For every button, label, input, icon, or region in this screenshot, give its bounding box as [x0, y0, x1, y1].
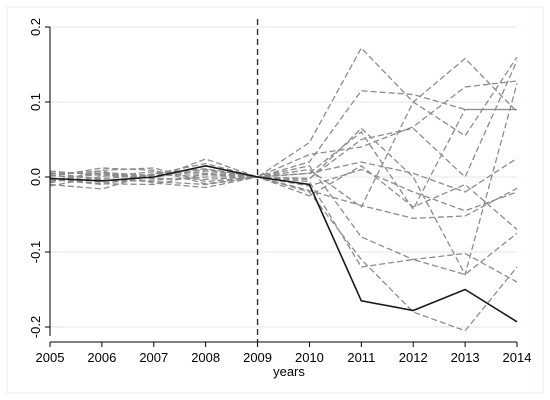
x-tick-label-6: 2011	[347, 350, 375, 365]
grid-lines	[50, 26, 517, 328]
x-tick-label-2: 2007	[139, 350, 168, 365]
placebo-series-line-11	[49, 171, 518, 332]
x-tick-label-0: 2005	[36, 350, 65, 365]
treated-series-line	[49, 164, 518, 323]
x-tick-label-9: 2014	[503, 350, 532, 365]
placebo-series-line-14	[50, 60, 518, 180]
x-tick-label-3: 2008	[191, 350, 220, 365]
x-tick-labels: 2005 2006 2007 2008 2009 2010 2011 2012 2013 2014	[36, 342, 532, 365]
placebo-series-line-3	[49, 57, 518, 208]
x-tick-label-7: 2012	[399, 350, 428, 365]
placebo-series-group	[49, 46, 518, 332]
y-tick-labels: -0.2 -0.1 0.0 0.1 0.2	[28, 18, 50, 338]
y-tick-label-3: 0.1	[28, 93, 43, 111]
x-tick-label-8: 2013	[451, 350, 480, 365]
chart-outer-frame	[6, 6, 544, 394]
placebo-series-line-1	[49, 46, 518, 181]
placebo-series-line-9	[49, 157, 518, 193]
x-tick-label-5: 2010	[295, 350, 324, 365]
y-tick-label-1: -0.1	[28, 241, 43, 263]
treated-series-group	[49, 164, 518, 323]
x-tick-label-1: 2006	[87, 350, 116, 365]
placebo-series-line-13	[49, 165, 518, 283]
x-axis-title: years	[273, 364, 305, 379]
y-tick-label-4: 0.2	[28, 18, 43, 36]
y-tick-label-0: -0.2	[28, 316, 43, 338]
placebo-series-line-2	[49, 90, 517, 180]
axes	[49, 27, 517, 343]
placebo-series-line-5	[49, 80, 518, 184]
y-tick-label-2: 0.0	[28, 168, 43, 186]
x-tick-label-4: 2009	[243, 350, 272, 365]
placebo-series-line-12	[49, 165, 518, 230]
placebo-series-line-8	[49, 170, 518, 219]
